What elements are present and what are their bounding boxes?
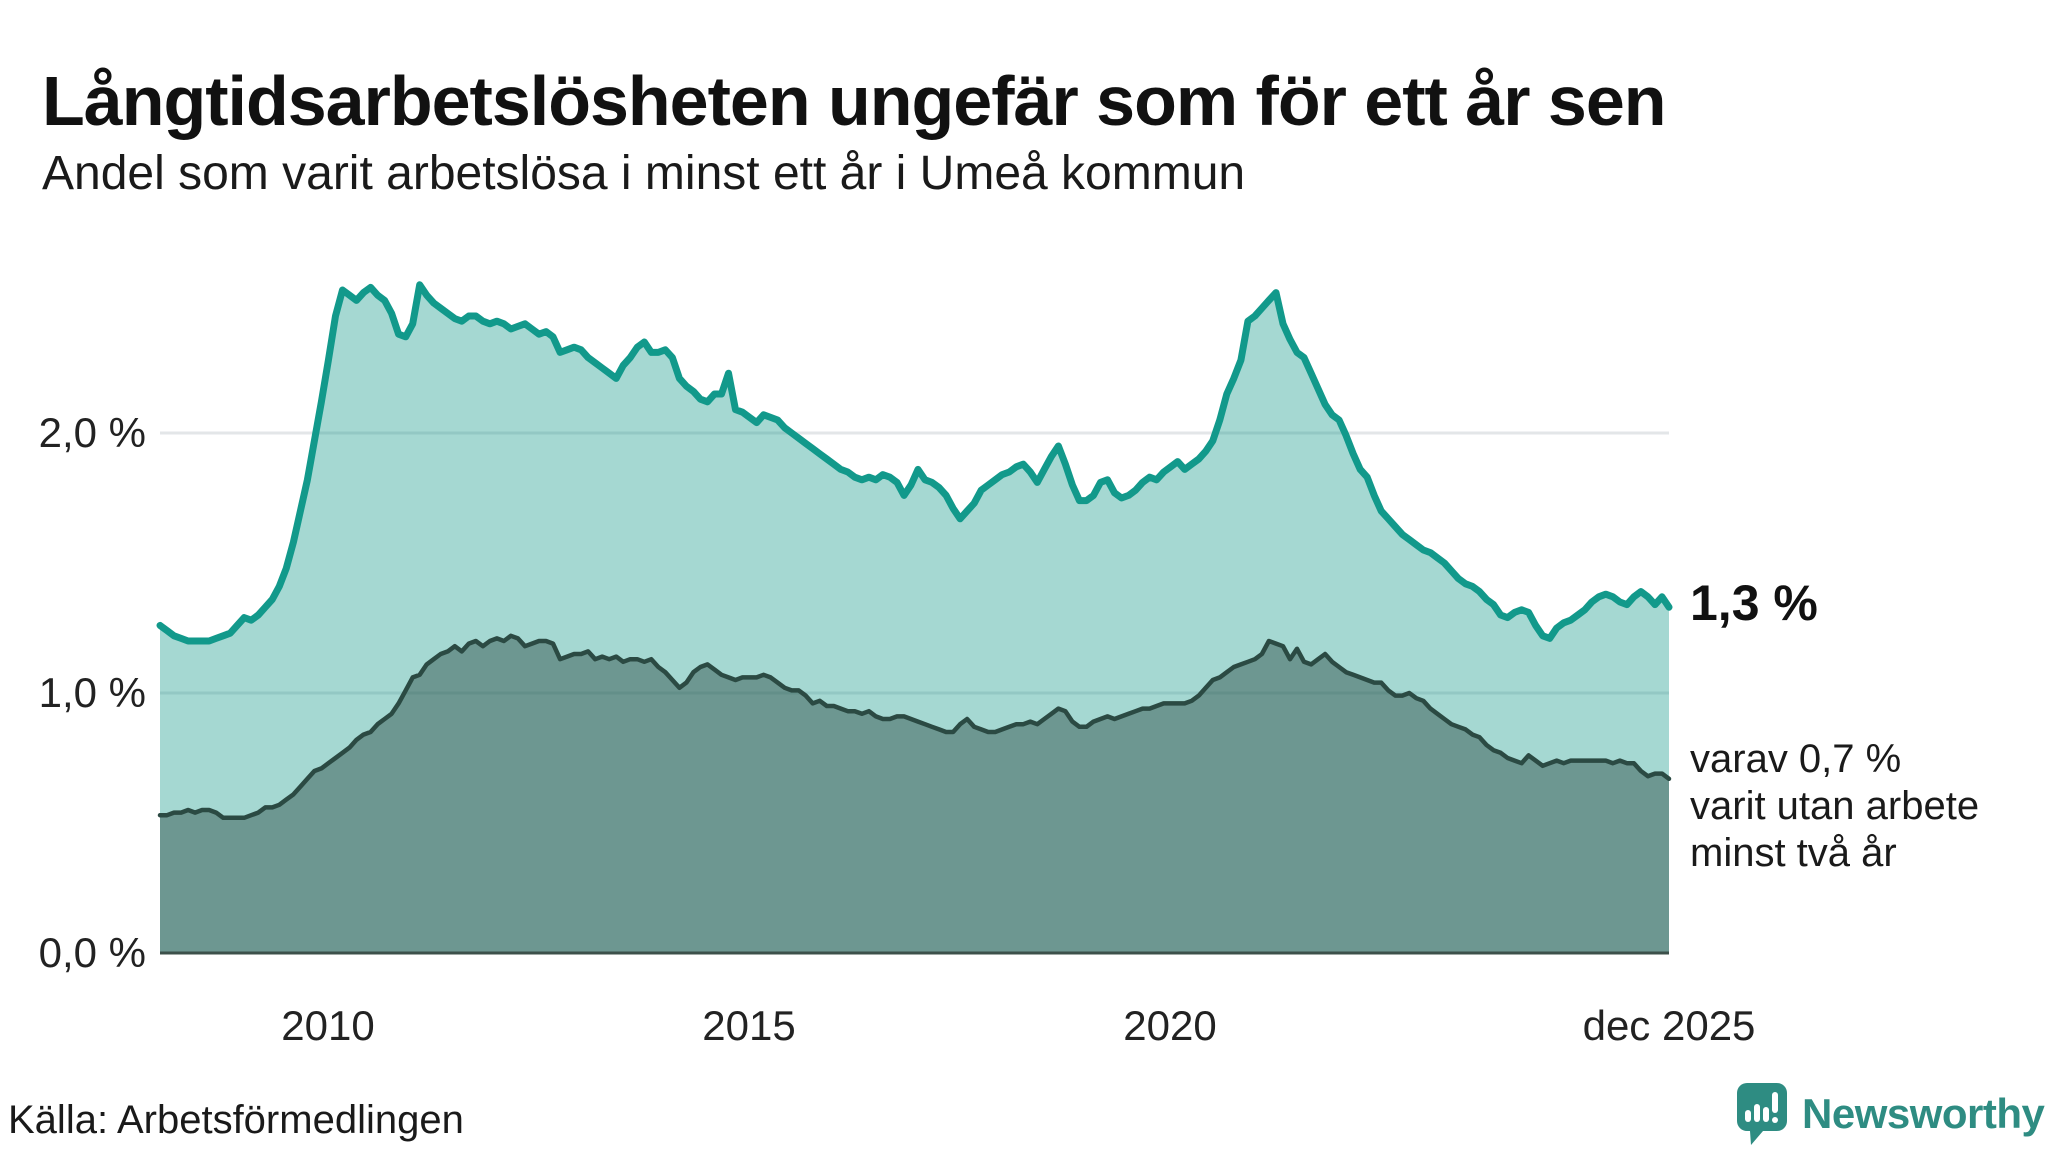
two-year-label-line3: minst två år	[1690, 831, 1897, 875]
end-value-label-total: 1,3 %	[1690, 575, 1818, 631]
y-tick-1-0: 1,0 %	[38, 669, 146, 716]
x-tick-dec-2025: dec 2025	[1582, 1002, 1756, 1049]
series-total-line	[156, 281, 1673, 645]
page-title: Långtidsarbetslösheten ungefär som för e…	[42, 61, 1667, 140]
chart-subtitle: Andel som varit arbetslösa i minst ett å…	[42, 147, 1246, 200]
newsworthy-logo: Newsworthy	[1736, 1082, 2045, 1146]
x-tick-2015: 2015	[702, 1002, 796, 1049]
y-tick-0-0: 0,0 %	[38, 929, 146, 976]
x-tick-2010: 2010	[281, 1002, 375, 1049]
newsworthy-wordmark: Newsworthy	[1802, 1090, 2045, 1137]
two-year-label-line2: varit utan arbete	[1690, 784, 1980, 828]
newsworthy-bubble-icon	[1737, 1083, 1787, 1145]
series-two-year-area	[160, 635, 1669, 953]
series-two-year-line	[157, 633, 1672, 821]
x-tick-2020: 2020	[1123, 1002, 1217, 1049]
series-total-area	[160, 284, 1669, 953]
two-year-label-line1: varav 0,7 %	[1690, 737, 1902, 781]
source-note: Källa: Arbetsförmedlingen	[8, 1098, 464, 1142]
y-tick-2-0: 2,0 %	[38, 409, 146, 456]
end-value-label-two-year: varav 0,7 % varit utan arbete minst två …	[1690, 736, 1979, 877]
